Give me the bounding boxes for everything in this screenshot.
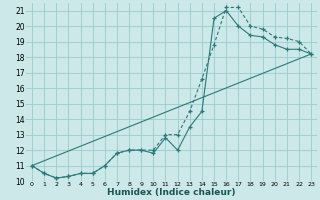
X-axis label: Humidex (Indice chaleur): Humidex (Indice chaleur) [107,188,236,197]
